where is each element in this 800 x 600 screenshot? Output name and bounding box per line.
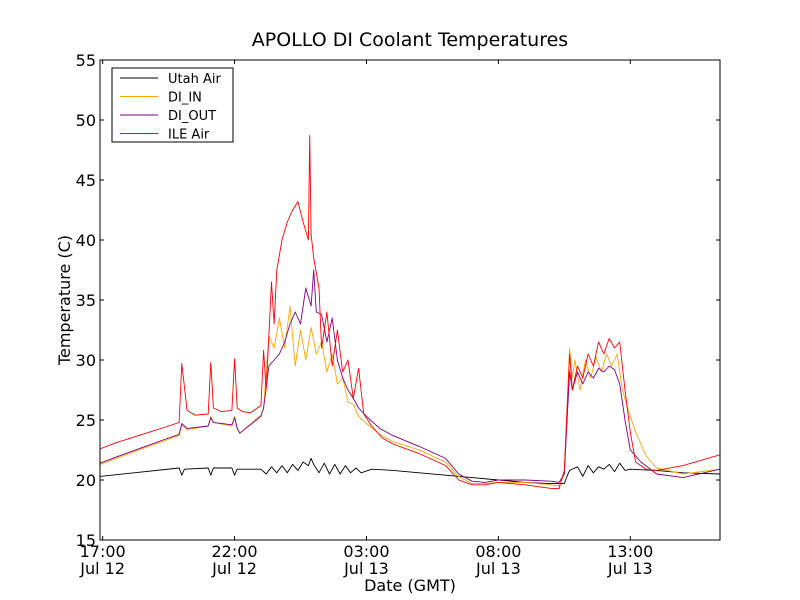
- y-tick-label: 50: [76, 111, 96, 130]
- y-tick-label: 15: [76, 531, 96, 550]
- x-tick-label-date: Jul 12: [211, 559, 257, 578]
- y-axis-label: Temperature (C): [55, 235, 74, 366]
- y-tick-label: 40: [76, 231, 96, 250]
- legend-label: ILE Air: [168, 128, 210, 143]
- legend: Utah Air DI_IN DI_OUT ILE Air: [111, 67, 234, 143]
- x-tick-label-time: 03:00: [343, 542, 389, 561]
- series-line-ile-air: [100, 135, 720, 489]
- x-tick-label-time: 08:00: [475, 542, 521, 561]
- y-tick-label: 35: [76, 291, 96, 310]
- x-tick-label-time: 17:00: [80, 542, 126, 561]
- x-tick-label-date: Jul 13: [475, 559, 521, 578]
- x-tick-label-date: Jul 12: [79, 559, 125, 578]
- y-tick-label: 55: [76, 51, 96, 70]
- x-tick-label-date: Jul 13: [343, 559, 389, 578]
- y-tick-label: 20: [76, 471, 96, 490]
- x-tick-label-time: 22:00: [211, 542, 257, 561]
- series-line-di-out: [100, 269, 720, 483]
- y-axis: 15 20 25 30 35 40 45 50 55: [76, 51, 720, 550]
- y-tick-label: 25: [76, 411, 96, 430]
- y-tick-label: 45: [76, 171, 96, 190]
- chart-title: APOLLO DI Coolant Temperatures: [252, 29, 568, 51]
- legend-label: DI_IN: [168, 91, 202, 106]
- y-tick-label: 30: [76, 351, 96, 370]
- legend-label: DI_OUT: [168, 109, 216, 124]
- x-tick-label-date: Jul 13: [607, 559, 653, 578]
- series-layer: [100, 135, 720, 489]
- legend-frame: [111, 67, 234, 143]
- x-axis-label: Date (GMT): [364, 576, 456, 595]
- plot-area: [99, 59, 721, 541]
- x-tick-label-time: 13:00: [607, 542, 653, 561]
- series-line-utah-air: [100, 457, 720, 485]
- legend-label: Utah Air: [168, 72, 221, 87]
